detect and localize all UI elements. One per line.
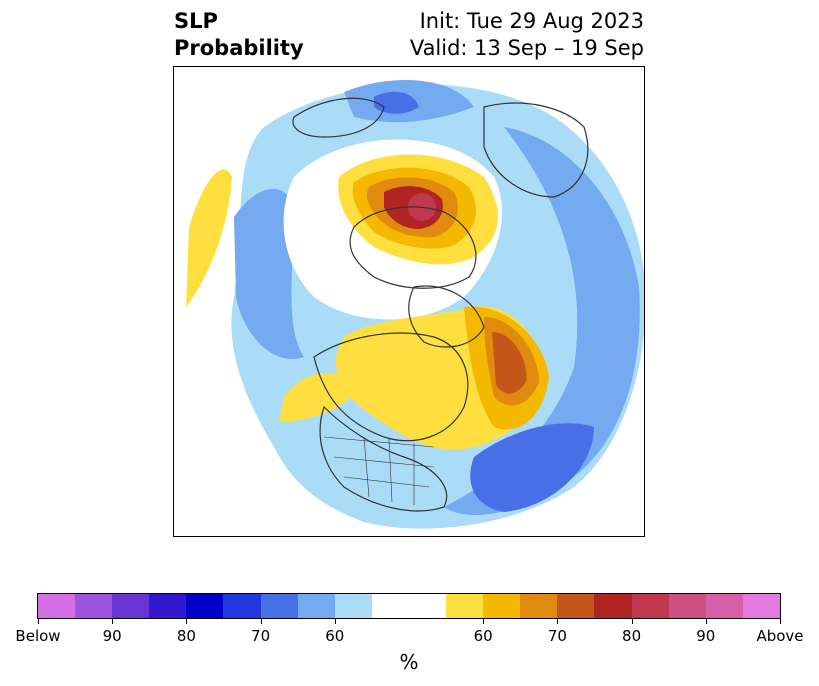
- above-90-atlantic: [492, 332, 527, 394]
- colorbar-tick-mark: [557, 619, 559, 624]
- colorbar-segment: [483, 594, 521, 618]
- colorbar-segment: [112, 594, 150, 618]
- colorbar-segment: [38, 594, 76, 618]
- below-80-region-atlantic: [470, 423, 594, 512]
- above-60-pacific-west: [186, 169, 232, 307]
- colorbar-segment: [520, 594, 558, 618]
- colorbar-tick-label: 70: [251, 627, 271, 645]
- below-70-region-east: [444, 127, 640, 516]
- probability-map: [186, 80, 644, 529]
- valid-range: Valid: 13 Sep – 19 Sep: [409, 36, 644, 60]
- title-variable: SLP: [174, 9, 218, 33]
- colorbar-segment: [186, 594, 224, 618]
- colorbar-segment: [742, 594, 780, 618]
- map-panel: [173, 66, 645, 537]
- colorbar-tick-label: Below: [15, 627, 61, 645]
- colorbar-segment: [223, 594, 261, 618]
- colorbar-segment: [631, 594, 669, 618]
- colorbar-tick-label: 60: [473, 627, 493, 645]
- colorbar-tick-mark: [112, 619, 114, 624]
- above-60-pacific-east: [279, 373, 359, 422]
- colorbar: [37, 593, 781, 619]
- colorbar-tick-mark: [483, 619, 485, 624]
- init-date: Init: Tue 29 Aug 2023: [419, 9, 644, 33]
- colorbar-tick-label: 60: [325, 627, 345, 645]
- colorbar-tick-mark: [705, 619, 707, 624]
- colorbar-unit: %: [399, 650, 419, 674]
- colorbar-segment: [705, 594, 743, 618]
- colorbar-segment: [371, 594, 409, 618]
- title-right: Init: Tue 29 Aug 2023 Valid: 13 Sep – 19…: [410, 8, 644, 62]
- colorbar-tick-mark: [38, 619, 39, 624]
- colorbar-tick-label: Above: [756, 627, 804, 645]
- colorbar-segment: [594, 594, 632, 618]
- colorbar-segment: [260, 594, 298, 618]
- colorbar-segment: [408, 594, 447, 618]
- colorbar-tick-label: 90: [696, 627, 716, 645]
- us-state-grid: [323, 436, 435, 505]
- title-left: SLP Probability: [174, 8, 304, 62]
- coastlines: [292, 97, 589, 512]
- colorbar-tick-mark: [186, 619, 188, 624]
- colorbar-tick-mark: [260, 619, 262, 624]
- colorbar-tick-mark: [334, 619, 336, 624]
- colorbar-segment: [334, 594, 372, 618]
- colorbar-segment: [446, 594, 484, 618]
- colorbar-tick-mark: [631, 619, 633, 624]
- colorbar-tick-label: 80: [622, 627, 642, 645]
- colorbar-segment: [75, 594, 113, 618]
- colorbar-segment: [297, 594, 335, 618]
- colorbar-segment: [149, 594, 187, 618]
- colorbar-segment: [557, 594, 595, 618]
- colorbar-tick-mark: [780, 619, 781, 624]
- colorbar-segment: [668, 594, 706, 618]
- below-80-region-north: [374, 91, 419, 114]
- title-field: Probability: [174, 36, 304, 60]
- colorbar-tick-label: 90: [102, 627, 122, 645]
- colorbar-tick-label: 80: [176, 627, 196, 645]
- colorbar-tick-label: 70: [547, 627, 567, 645]
